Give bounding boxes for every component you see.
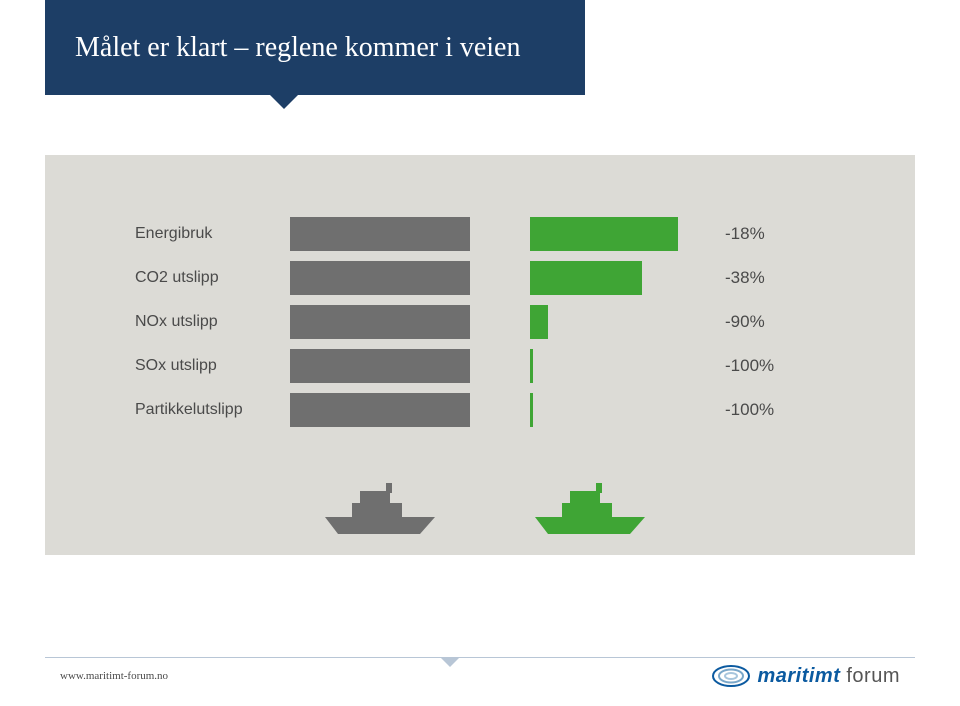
result-bar bbox=[530, 349, 533, 383]
footer-url: www.maritimt-forum.no bbox=[60, 670, 168, 682]
baseline-bar bbox=[290, 393, 470, 427]
chart-row-label: CO2 utslipp bbox=[135, 269, 285, 287]
chart-row: Energibruk -18% bbox=[135, 215, 825, 253]
ship-icon bbox=[530, 479, 650, 539]
title-pointer bbox=[270, 95, 298, 109]
chart-row-label: Energibruk bbox=[135, 225, 285, 243]
ship-icon bbox=[320, 479, 440, 539]
result-bar bbox=[530, 393, 533, 427]
baseline-bar bbox=[290, 261, 470, 295]
slide-title-block: Målet er klart – reglene kommer i veien bbox=[45, 0, 585, 95]
value-label: -100% bbox=[725, 356, 774, 376]
chart-panel: Energibruk -18% CO2 utslipp -38% NOx utslipp… bbox=[45, 155, 915, 555]
chart-row-label: Partikkelutslipp bbox=[135, 401, 285, 419]
chart-inner: Energibruk -18% CO2 utslipp -38% NOx utslipp… bbox=[135, 215, 825, 539]
chart-row: Partikkelutslipp -100% bbox=[135, 391, 825, 429]
baseline-bar bbox=[290, 305, 470, 339]
value-label: -90% bbox=[725, 312, 765, 332]
chart-row: SOx utslipp -100% bbox=[135, 347, 825, 385]
ships-row bbox=[135, 449, 825, 539]
footer-divider bbox=[45, 657, 915, 658]
baseline-bar bbox=[290, 349, 470, 383]
chart-row: CO2 utslipp -38% bbox=[135, 259, 825, 297]
result-bar bbox=[530, 217, 678, 251]
result-bar bbox=[530, 305, 548, 339]
value-label: -18% bbox=[725, 224, 765, 244]
value-label: -100% bbox=[725, 400, 774, 420]
chart-row: NOx utslipp -90% bbox=[135, 303, 825, 341]
baseline-bar bbox=[290, 217, 470, 251]
chart-row-label: SOx utslipp bbox=[135, 357, 285, 375]
logo-text-forum: forum bbox=[846, 665, 900, 688]
slide-title: Målet er klart – reglene kommer i veien bbox=[75, 32, 520, 64]
result-bar bbox=[530, 261, 642, 295]
brand-logo: maritimt forum bbox=[711, 664, 900, 688]
value-label: -38% bbox=[725, 268, 765, 288]
logo-text-maritimt: maritimt bbox=[757, 665, 840, 688]
logo-mark-icon bbox=[711, 664, 751, 688]
chart-row-label: NOx utslipp bbox=[135, 313, 285, 331]
